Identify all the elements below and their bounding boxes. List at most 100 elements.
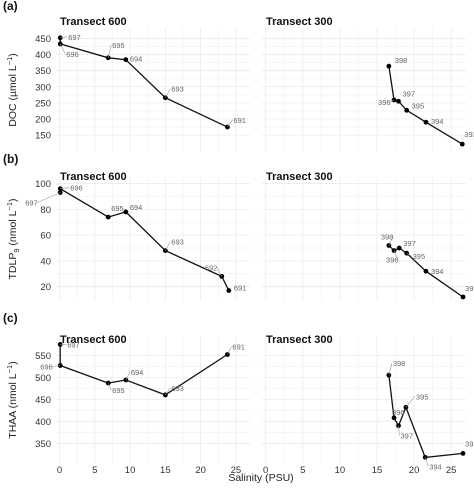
- point-label: 697: [67, 340, 80, 349]
- label-leader: [60, 187, 70, 190]
- facet-transect-300: Transect 300 398 396 397 395 394 393: [262, 171, 474, 301]
- panel-0: (a) DOC (µmol L−1) 150 200 250 300 350 400 450 Tr…: [3, 0, 474, 152]
- label-leader: [37, 192, 61, 203]
- y-axis-label-end: ): [7, 361, 19, 365]
- point-label: 393: [465, 439, 474, 448]
- y-tick-label: 150: [35, 131, 51, 142]
- y-tick-label: 400: [35, 417, 51, 428]
- point-label: 691: [232, 343, 245, 352]
- data-point: [226, 288, 232, 293]
- y-tick-label: 350: [35, 439, 51, 450]
- label-leader: [388, 363, 393, 376]
- data-point: [105, 214, 111, 220]
- series-line: [59, 344, 228, 396]
- label-leader: [107, 382, 112, 391]
- series-line: [388, 375, 464, 459]
- data-point: [404, 107, 410, 113]
- y-axis-label-rest: (nmol L: [7, 210, 19, 248]
- label-leader: [165, 241, 171, 251]
- label-leader: [165, 387, 171, 396]
- label-leader: [216, 267, 223, 277]
- facet-title: Transect 600: [60, 334, 127, 346]
- y-tick-label: 450: [35, 34, 51, 45]
- y-tick-label: 450: [35, 395, 51, 406]
- label-leader: [406, 252, 412, 257]
- x-tick-label: 20: [409, 465, 420, 476]
- point-label: 695: [112, 41, 125, 50]
- label-leader: [107, 44, 112, 58]
- point-label: 394: [429, 462, 442, 471]
- label-leader: [389, 99, 395, 103]
- x-tick-label: 25: [231, 465, 242, 476]
- point-label: 394: [431, 267, 444, 276]
- data-point: [123, 57, 129, 63]
- facet-title: Transect 300: [266, 16, 333, 28]
- data-point: [396, 98, 401, 104]
- point-label: 395: [413, 252, 426, 261]
- label-leader: [405, 396, 416, 408]
- point-label: 396: [386, 256, 399, 265]
- y-tick-label: 500: [35, 373, 51, 384]
- x-tick-label: 5: [300, 465, 305, 476]
- y-axis-label-end: ): [7, 53, 19, 57]
- point-label: 695: [112, 386, 125, 395]
- x-tick-label: 0: [263, 465, 268, 476]
- data-point: [423, 119, 429, 125]
- point-label: 396: [392, 408, 405, 417]
- facet-title: Transect 600: [60, 171, 127, 183]
- point-label: 397: [400, 432, 413, 441]
- point-label: 695: [111, 204, 124, 213]
- label-leader: [165, 88, 171, 98]
- y-axis-label-main: THAA (nmol L: [7, 373, 19, 439]
- point-label: 398: [393, 359, 406, 368]
- label-leader: [227, 119, 233, 128]
- point-label: 397: [402, 89, 415, 98]
- y-axis-label-main: DOC (µmol L: [7, 65, 19, 127]
- label-leader: [393, 250, 399, 260]
- series-line: [388, 66, 463, 145]
- facet-title: Transect 300: [266, 334, 333, 346]
- point-label: 398: [395, 56, 408, 65]
- point-label: 398: [381, 232, 394, 241]
- data-point: [460, 294, 466, 300]
- y-tick-label: 20: [40, 282, 51, 293]
- panel-2: (c)THAA (nmol L−1)350400450500550Transec…: [3, 311, 474, 476]
- point-label: 692: [205, 263, 218, 272]
- point-label: 393: [464, 130, 474, 139]
- point-label: 395: [412, 101, 425, 110]
- facet-transect-600: Transect 600 697 696 695 694 693 691: [56, 16, 250, 152]
- y-axis-label-sup: −1: [5, 365, 14, 374]
- facet-transect-300: Transect 300 398 396 397 395 394 393 0 5 10 15 20 25: [262, 334, 474, 476]
- label-leader: [59, 43, 66, 55]
- label-leader: [398, 425, 400, 436]
- label-leader: [424, 457, 429, 467]
- point-label: 694: [130, 203, 143, 212]
- facet-transect-300: Transect 300 398 396 397 395 394 393: [262, 16, 474, 152]
- y-axis-label: DOC (µmol L−1): [5, 53, 19, 127]
- y-tick-label: 400: [35, 50, 51, 61]
- facet-title: Transect 600: [60, 16, 127, 28]
- point-label: 691: [234, 284, 247, 293]
- y-tick-label: 60: [40, 231, 51, 242]
- point-label: 396: [378, 98, 391, 107]
- x-tick-label: 10: [335, 465, 346, 476]
- series-line: [59, 37, 228, 128]
- x-tick-label: 0: [57, 465, 62, 476]
- point-label: 694: [130, 55, 143, 64]
- data-point: [386, 63, 392, 69]
- x-tick-label: 15: [372, 465, 383, 476]
- data-point: [386, 243, 392, 248]
- y-tick-label: 250: [35, 98, 51, 109]
- point-label: 693: [171, 238, 184, 247]
- y-axis-label-end: ): [7, 198, 19, 202]
- y-tick-label: 40: [40, 256, 51, 267]
- point-label: 696: [66, 50, 79, 59]
- x-axis-label: Salinity (PSU): [228, 472, 293, 484]
- data-point: [460, 451, 466, 456]
- y-axis-label-sub: 9: [12, 248, 21, 252]
- facet-transect-600: Transect 600 697 696 695 694 693 692 691: [25, 171, 250, 301]
- y-tick-label: 350: [35, 66, 51, 77]
